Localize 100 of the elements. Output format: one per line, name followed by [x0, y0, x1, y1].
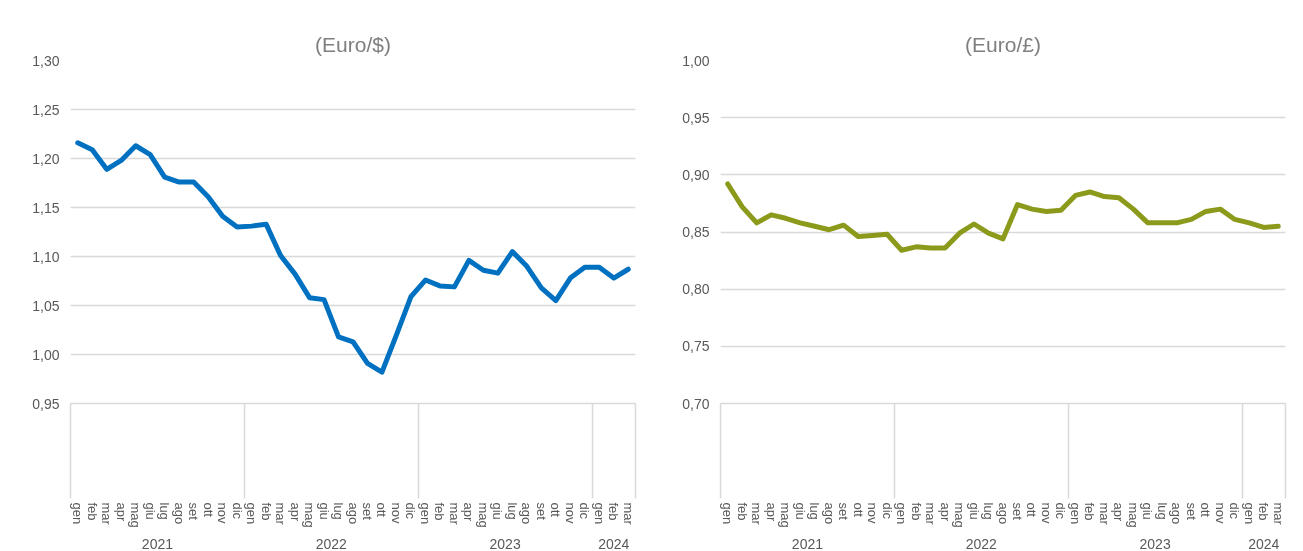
x-tick-label: mar — [1096, 502, 1112, 526]
x-tick-label: feb — [908, 502, 924, 521]
x-tick-label: set — [533, 502, 549, 521]
x-tick-label: mar — [273, 502, 289, 526]
y-tick-label: 1,30 — [32, 52, 60, 69]
x-tick-label: gen — [1241, 502, 1257, 525]
x-tick-label: set — [186, 502, 202, 521]
y-tick-label: 1,10 — [32, 248, 60, 265]
x-tick-label: apr — [763, 502, 779, 522]
x-tick-label: nov — [562, 502, 578, 524]
y-tick-label: 1,00 — [32, 346, 60, 363]
x-tick-label: apr — [461, 502, 477, 522]
x-tick-label: ago — [171, 502, 187, 525]
x-tick-label: nov — [388, 502, 404, 524]
text: 2023 — [489, 535, 521, 551]
x-tick-label: mag — [128, 502, 144, 528]
x-tick-label: set — [359, 502, 375, 521]
x-tick-label: feb — [258, 502, 274, 521]
text: 2021 — [141, 535, 174, 551]
text: 2023 — [1139, 535, 1171, 551]
x-tick-label: ago — [1169, 502, 1185, 525]
x-tick-label: gen — [894, 502, 910, 525]
x-tick-label: mag — [778, 502, 794, 528]
x-tick-label: gen — [244, 502, 260, 525]
x-tick-label: ago — [519, 502, 535, 525]
x-tick-label: nov — [215, 502, 231, 524]
x-tick-label: lug — [504, 502, 520, 520]
y-tick-label: 1,25 — [32, 101, 60, 118]
x-tick-label: mar — [446, 502, 462, 526]
x-tick-label: feb — [1082, 502, 1098, 521]
x-tick-label: apr — [1111, 502, 1127, 522]
chart-title: (Euro/£) — [965, 32, 1041, 56]
text: 2021 — [791, 535, 824, 551]
y-tick-label: 0,80 — [682, 281, 710, 298]
x-tick-label: giu — [316, 502, 332, 520]
x-tick-label: nov — [1212, 502, 1228, 524]
x-tick-label: giu — [142, 502, 158, 520]
x-tick-label: mar — [749, 502, 765, 526]
y-tick-label: 1,15 — [32, 199, 60, 216]
x-tick-label: gen — [417, 502, 433, 525]
x-tick-label: lug — [331, 502, 347, 520]
x-tick-label: gen — [720, 502, 736, 525]
x-tick-label: mar — [1270, 502, 1286, 526]
x-tick-label: ago — [345, 502, 361, 525]
x-tick-label: ott — [548, 502, 564, 518]
x-tick-label: set — [1009, 502, 1025, 521]
y-tick-label: 0,75 — [682, 338, 710, 355]
x-tick-label: mar — [923, 502, 939, 526]
y-tick-label: 0,95 — [32, 395, 60, 412]
x-tick-label: giu — [966, 502, 982, 520]
x-tick-label: ago — [821, 502, 837, 525]
x-tick-label: gen — [1067, 502, 1083, 525]
x-tick-label: mag — [302, 502, 318, 528]
y-tick-label: 0,95 — [682, 109, 710, 126]
x-tick-label: apr — [287, 502, 303, 522]
x-tick-label: feb — [734, 502, 750, 521]
x-tick-label: ott — [200, 502, 216, 518]
x-tick-label: mag — [952, 502, 968, 528]
text: 2022 — [315, 535, 348, 551]
x-tick-label: dic — [879, 502, 895, 520]
x-tick-label: dic — [1053, 502, 1069, 520]
x-tick-label: feb — [432, 502, 448, 521]
x-tick-label: lug — [807, 502, 823, 520]
x-tick-label: dic — [229, 502, 245, 520]
y-tick-label: 1,00 — [682, 52, 710, 69]
x-tick-label: mar — [620, 502, 636, 526]
text: 2022 — [965, 535, 998, 551]
x-tick-label: mag — [475, 502, 491, 528]
x-tick-label: lug — [1154, 502, 1170, 520]
x-tick-label: feb — [1256, 502, 1272, 521]
x-tick-label: nov — [1038, 502, 1054, 524]
x-tick-label: apr — [113, 502, 129, 522]
y-tick-label: 0,70 — [682, 395, 710, 412]
x-tick-label: apr — [937, 502, 953, 522]
x-tick-label: set — [1183, 502, 1199, 521]
y-tick-label: 0,85 — [682, 224, 710, 240]
x-tick-label: dic — [403, 502, 419, 520]
x-tick-label: ott — [850, 502, 866, 518]
x-tick-label: gen — [591, 502, 607, 525]
x-tick-label: lug — [981, 502, 997, 520]
x-tick-label: feb — [606, 502, 622, 521]
y-tick-label: 1,05 — [32, 297, 60, 314]
x-tick-label: dic — [1227, 502, 1243, 520]
x-tick-label: ago — [995, 502, 1011, 525]
text: 2024 — [1248, 535, 1280, 551]
x-tick-label: ott — [1024, 502, 1040, 518]
x-tick-label: lug — [157, 502, 173, 520]
x-tick-label: giu — [490, 502, 506, 520]
x-tick-label: mar — [99, 502, 115, 526]
x-tick-label: set — [836, 502, 852, 521]
y-tick-label: 0,90 — [682, 166, 710, 183]
chart-title: (Euro/$) — [315, 32, 391, 56]
text: 2024 — [598, 535, 630, 551]
x-tick-label: ott — [374, 502, 390, 518]
x-tick-label: mag — [1125, 502, 1141, 528]
x-tick-label: gen — [70, 502, 86, 525]
x-tick-label: feb — [84, 502, 100, 521]
x-tick-label: giu — [792, 502, 808, 520]
x-tick-label: giu — [1140, 502, 1156, 520]
y-tick-label: 1,20 — [32, 150, 60, 167]
